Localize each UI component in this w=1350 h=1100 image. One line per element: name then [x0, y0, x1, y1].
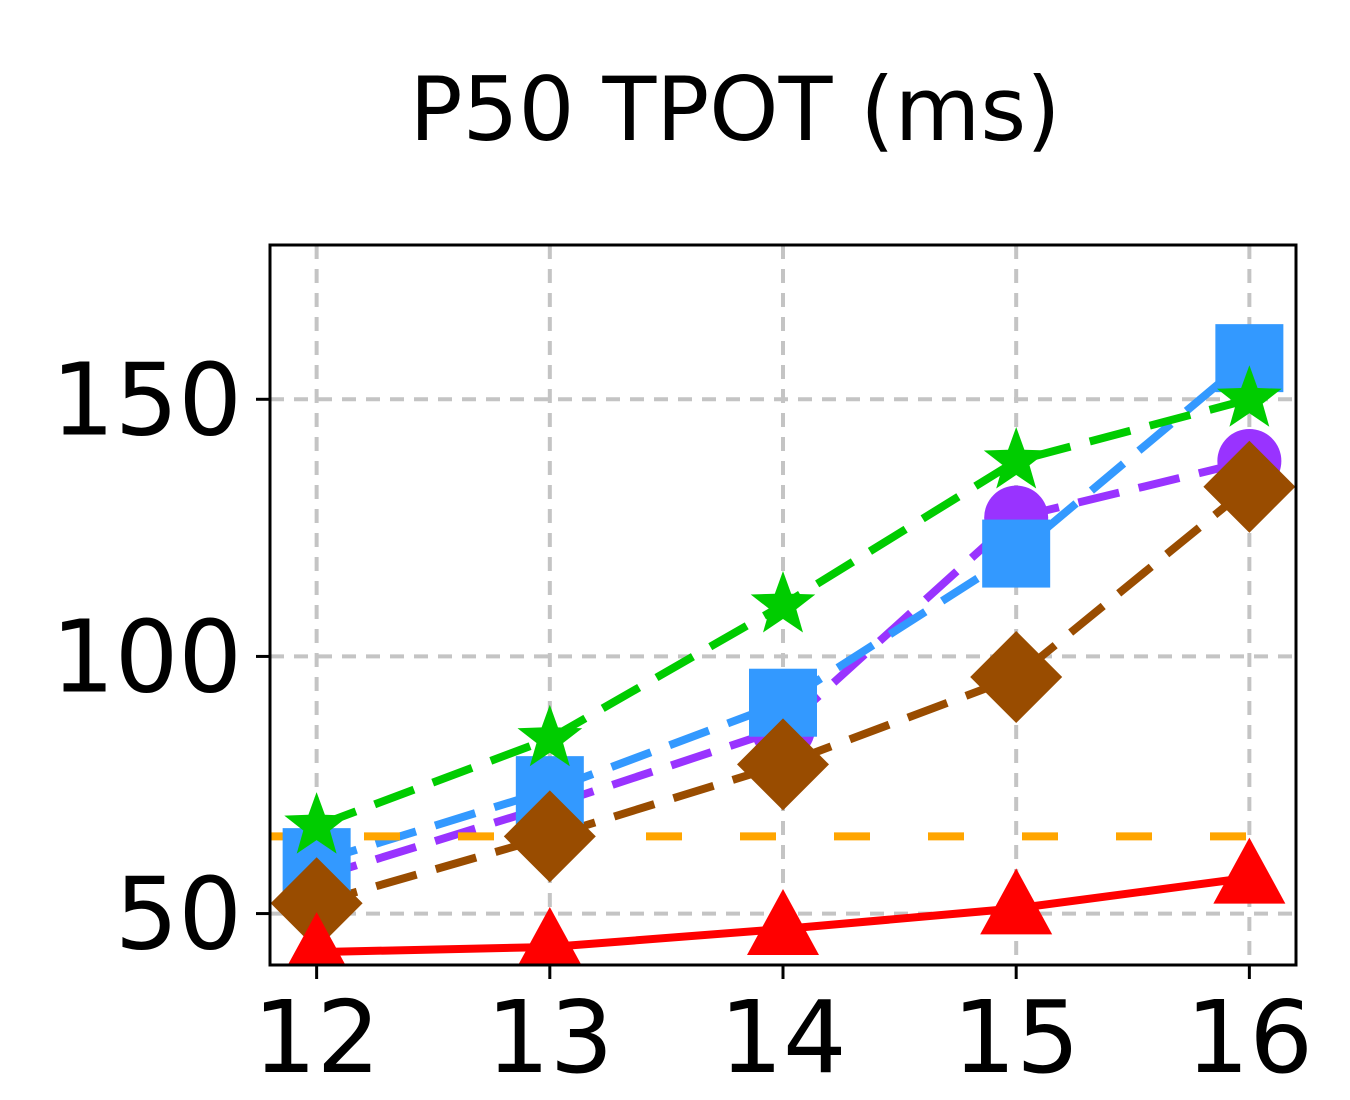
series-2-point-2	[750, 571, 816, 633]
series-2-point-1	[517, 704, 583, 767]
series-line-0	[315, 457, 1251, 882]
series-line-1	[315, 355, 1252, 866]
x-tick-label-1: 13	[486, 979, 613, 1096]
series-3-point-2	[737, 718, 829, 811]
x-tick-label-4: 16	[1186, 979, 1313, 1096]
series-4-point-4	[1213, 837, 1286, 904]
x-tick-label-3: 15	[953, 979, 1080, 1096]
y-tick-label-0: 50	[115, 856, 242, 973]
series-4-point-1	[518, 907, 582, 965]
series-3-point-3	[970, 631, 1063, 723]
x-tick-label-2: 14	[719, 979, 846, 1096]
chart-title: P50 TPOT (ms)	[409, 58, 1060, 161]
series-4-point-2	[747, 889, 819, 955]
series-3-point-4	[1203, 440, 1296, 533]
x-tick-label-0: 12	[253, 979, 380, 1096]
axes: 12 13 14 15 16 50 100 150	[51, 341, 1313, 1096]
series-layer	[270, 324, 1296, 965]
series-4-point-3	[980, 868, 1053, 935]
series-3-point-0	[270, 857, 363, 950]
series-2-point-3	[983, 427, 1049, 489]
y-tick-label-2: 150	[51, 341, 242, 458]
series-4-point-0	[287, 912, 346, 965]
series-1-point-3	[982, 519, 1051, 588]
series-2-point-0	[284, 792, 349, 854]
y-tick-label-1: 100	[51, 598, 242, 715]
series-3-point-1	[503, 790, 596, 883]
series-2-point-4	[1217, 365, 1282, 427]
series-line-3	[315, 483, 1252, 908]
